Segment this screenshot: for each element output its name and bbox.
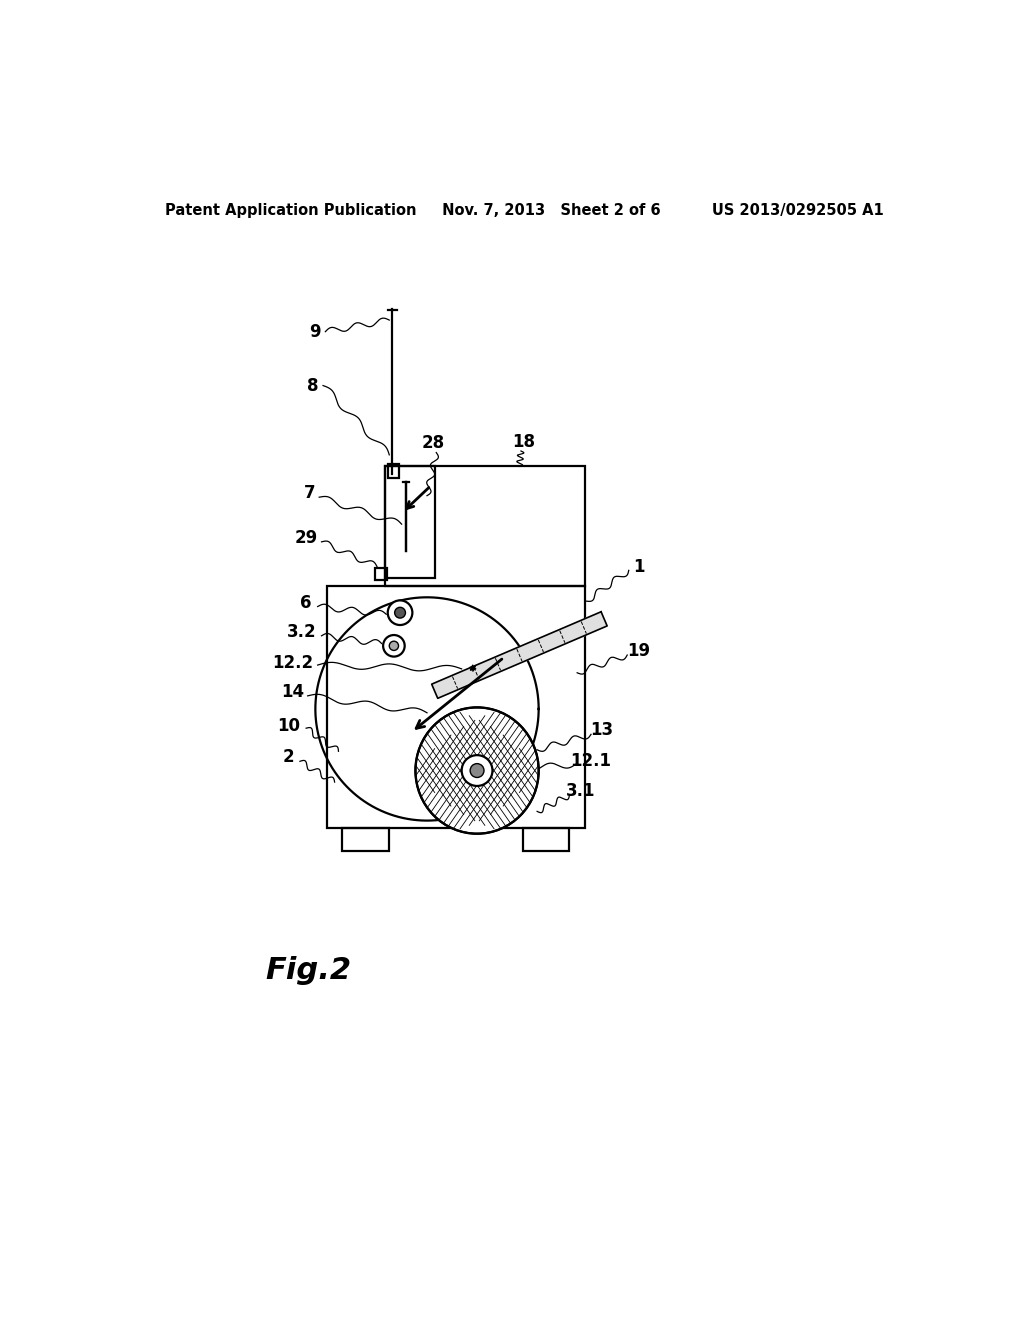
Ellipse shape	[416, 708, 539, 834]
Bar	[388, 465, 398, 478]
Text: 12.1: 12.1	[570, 751, 611, 770]
Bar	[327, 586, 585, 829]
Bar	[376, 568, 387, 581]
Circle shape	[470, 763, 484, 777]
Circle shape	[394, 607, 406, 618]
Text: 13: 13	[590, 721, 613, 739]
Text: 7: 7	[303, 484, 315, 503]
Text: 14: 14	[281, 682, 304, 701]
Text: 29: 29	[295, 529, 317, 546]
Bar	[385, 466, 585, 586]
Text: Fig.2: Fig.2	[265, 956, 351, 985]
Text: 6: 6	[300, 594, 312, 612]
Text: 3.1: 3.1	[566, 783, 596, 800]
Circle shape	[383, 635, 404, 656]
Text: 8: 8	[307, 376, 318, 395]
Circle shape	[389, 642, 398, 651]
Bar	[342, 829, 388, 851]
Text: 12.2: 12.2	[271, 653, 312, 672]
Circle shape	[462, 755, 493, 785]
Circle shape	[388, 601, 413, 626]
Text: 19: 19	[627, 643, 650, 660]
Bar	[523, 829, 569, 851]
Text: 1: 1	[633, 557, 644, 576]
Text: 28: 28	[422, 434, 444, 453]
Polygon shape	[432, 611, 607, 698]
Text: 9: 9	[309, 322, 322, 341]
Text: 3.2: 3.2	[287, 623, 316, 642]
Text: 18: 18	[512, 433, 535, 450]
Text: 2: 2	[283, 748, 294, 767]
Text: 10: 10	[276, 717, 300, 735]
Bar	[385, 466, 435, 578]
Text: Patent Application Publication     Nov. 7, 2013   Sheet 2 of 6          US 2013/: Patent Application Publication Nov. 7, 2…	[166, 203, 884, 218]
